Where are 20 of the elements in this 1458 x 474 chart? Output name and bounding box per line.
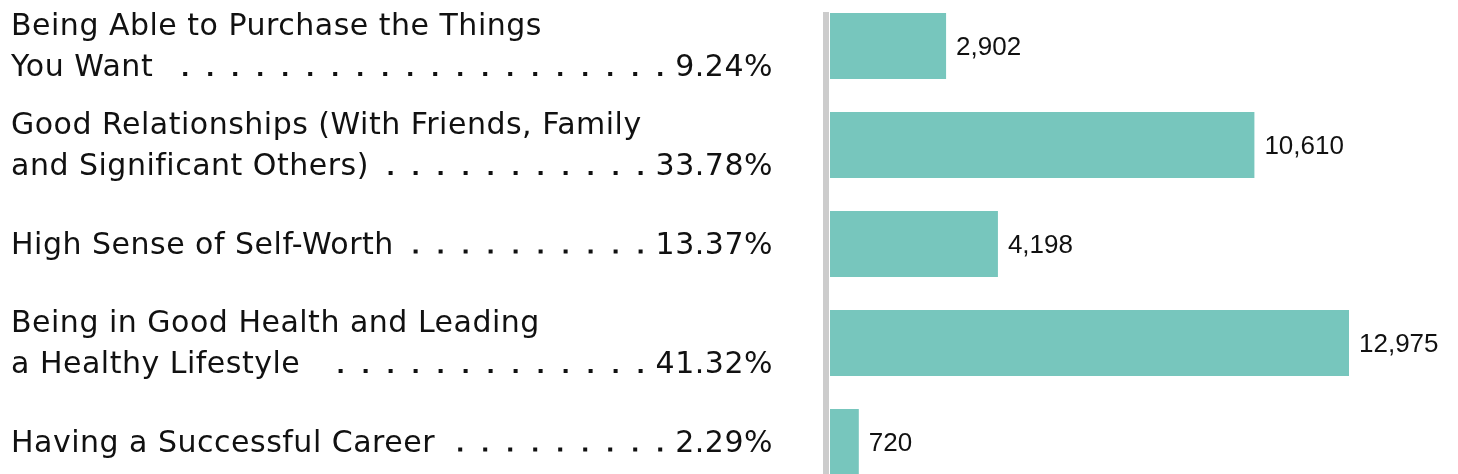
y-tick-label: Good Relationships (With Friends, Family and Significant Others) bbox=[11, 106, 642, 182]
bar bbox=[830, 211, 998, 277]
y-tick-label: Being Able to Purchase the Things You Want bbox=[10, 7, 542, 83]
bar bbox=[830, 13, 947, 79]
text: 33.78% bbox=[655, 147, 773, 182]
y-tick-label: High Sense of Self-Worth bbox=[11, 225, 394, 261]
text: 41.32% bbox=[655, 345, 773, 380]
data-label: 10,610 bbox=[1264, 130, 1344, 160]
text: 9.24% bbox=[675, 48, 773, 83]
y-tick-label: Being in Good Health and Leading a Healthy Lifestyle bbox=[11, 304, 540, 380]
data-label: 2,902 bbox=[956, 31, 1022, 61]
text: 13.37% bbox=[655, 225, 773, 261]
data-label: 720 bbox=[868, 427, 913, 457]
data-label: 4,198 bbox=[1007, 229, 1073, 259]
data-label: 12,975 bbox=[1359, 328, 1439, 358]
bar bbox=[830, 112, 1255, 178]
text: 2.29% bbox=[675, 423, 773, 459]
bar bbox=[830, 310, 1349, 376]
bar bbox=[830, 409, 859, 474]
y-tick-label: Having a Successful Career bbox=[11, 423, 436, 459]
